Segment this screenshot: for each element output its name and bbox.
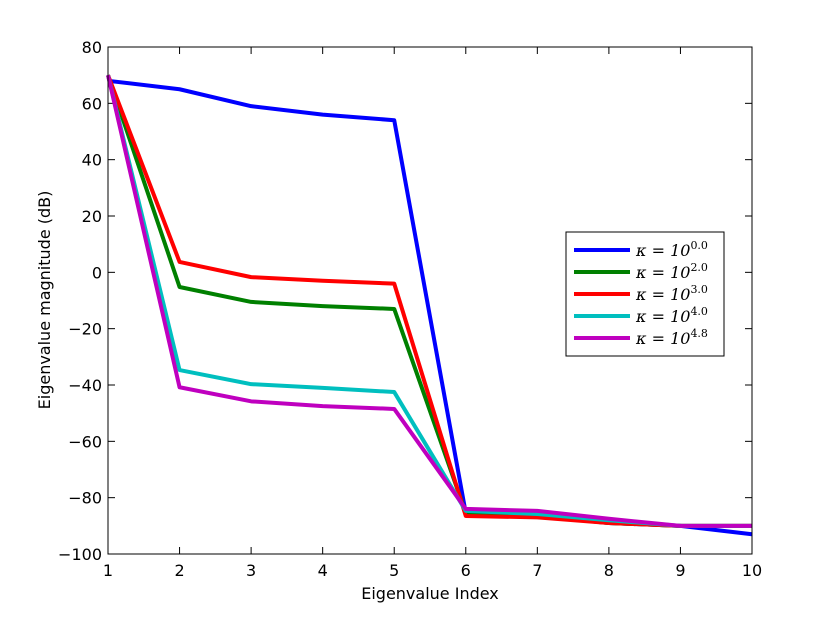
y-tick-label: −40: [68, 376, 102, 395]
legend-label: κ = 104.0: [635, 305, 708, 326]
legend-label: κ = 102.0: [635, 261, 708, 282]
legend-label-exponent: 3.0: [690, 283, 708, 296]
x-tick-label: 5: [389, 561, 399, 580]
y-tick-label: 40: [82, 151, 102, 170]
y-tick-label: 60: [82, 94, 102, 113]
x-tick-label: 3: [246, 561, 256, 580]
legend-label-exponent: 4.8: [690, 327, 708, 340]
x-tick-label: 2: [174, 561, 184, 580]
y-tick-label: 20: [82, 207, 102, 226]
x-tick-label: 7: [532, 561, 542, 580]
x-axis-label: Eigenvalue Index: [361, 584, 499, 603]
legend-label-exponent: 4.0: [690, 305, 708, 318]
series-line: [106, 74, 752, 528]
x-tick-label: 4: [318, 561, 328, 580]
legend-label-base: κ = 10: [635, 285, 690, 304]
y-tick-label: −100: [58, 545, 102, 564]
legend-label-exponent: 0.0: [690, 239, 708, 252]
legend-label: κ = 103.0: [635, 283, 708, 304]
legend-label-base: κ = 10: [635, 307, 690, 326]
x-tick-label: 1: [103, 561, 113, 580]
legend-label: κ = 100.0: [635, 239, 708, 260]
x-tick-label: 10: [742, 561, 762, 580]
y-tick-label: 80: [82, 38, 102, 57]
y-tick-label: 0: [92, 263, 102, 282]
legend: κ = 100.0κ = 102.0κ = 103.0κ = 104.0κ = …: [565, 231, 725, 357]
y-axis-label: Eigenvalue magnitude (dB): [35, 191, 54, 410]
legend-label-base: κ = 10: [635, 329, 690, 348]
x-tick-label: 6: [461, 561, 471, 580]
x-tick-label: 8: [604, 561, 614, 580]
legend-label: κ = 104.8: [635, 327, 708, 348]
y-tick-label: −20: [68, 320, 102, 339]
y-tick-label: −80: [68, 489, 102, 508]
legend-label-base: κ = 10: [635, 241, 690, 260]
x-tick-label: 9: [675, 561, 685, 580]
y-tick-label: −60: [68, 432, 102, 451]
plot-frame: [107, 46, 753, 555]
legend-label-base: κ = 10: [635, 263, 690, 282]
legend-label-exponent: 2.0: [690, 261, 708, 274]
